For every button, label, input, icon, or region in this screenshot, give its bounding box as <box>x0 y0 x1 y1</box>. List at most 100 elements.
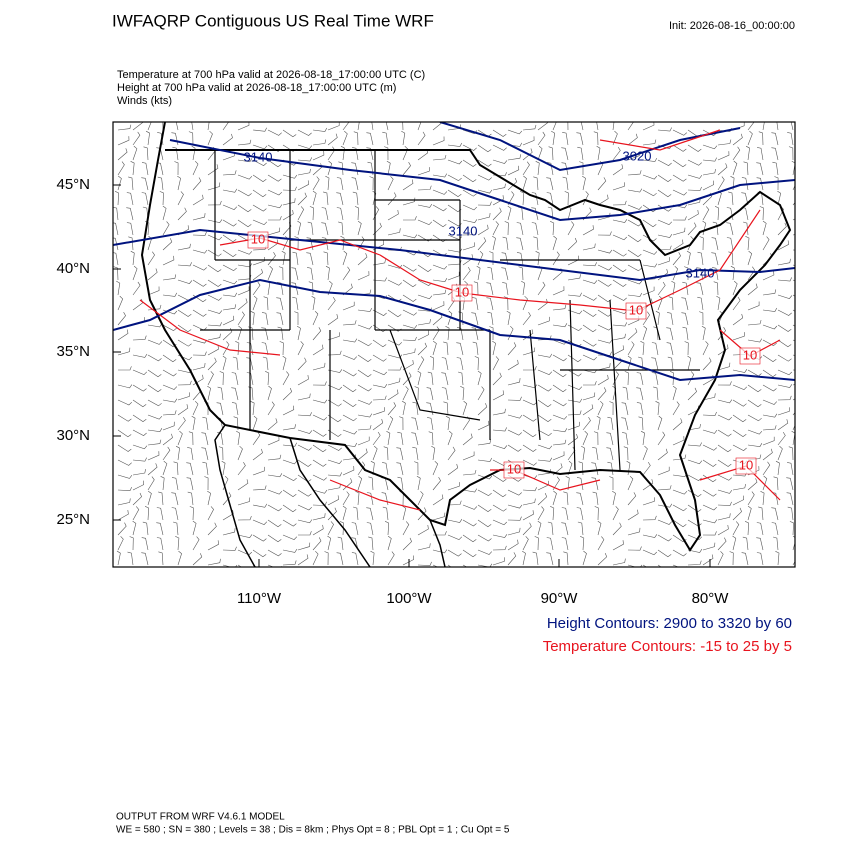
wind-barb <box>747 443 763 448</box>
wind-barb <box>537 281 546 296</box>
wind-barb <box>579 161 584 175</box>
wind-barb <box>762 425 777 431</box>
wind-barb <box>762 324 778 330</box>
wind-barb <box>237 298 248 311</box>
wind-barb <box>327 384 343 391</box>
wind-barb <box>657 415 663 431</box>
wind-barb <box>312 414 328 421</box>
wind-barb <box>552 323 568 328</box>
wind-barb <box>447 159 463 165</box>
wind-barb <box>250 311 255 326</box>
wind-barb <box>417 203 433 208</box>
wind-barb <box>657 534 672 542</box>
wind-barb <box>177 392 190 401</box>
wind-barb <box>385 122 389 131</box>
wind-barb <box>282 504 297 513</box>
wind-barb <box>492 444 508 449</box>
wind-barb <box>627 492 637 506</box>
wind-barb <box>432 512 446 521</box>
wind-barb <box>342 465 355 476</box>
wind-barb <box>323 191 329 206</box>
wind-barb <box>417 524 429 536</box>
wind-barb <box>297 129 312 136</box>
wind-barb <box>477 174 492 181</box>
wind-barb <box>267 436 280 446</box>
wind-barb <box>387 339 403 346</box>
wind-barb <box>548 146 554 161</box>
wind-barb <box>522 429 537 438</box>
wind-barb <box>357 354 372 362</box>
wind-barb <box>729 551 734 566</box>
wind-barb <box>312 176 320 191</box>
wind-barb <box>747 414 762 422</box>
wind-barb <box>372 258 386 266</box>
wind-barb <box>762 475 768 491</box>
wind-barb <box>701 325 706 341</box>
wind-barb <box>175 445 180 461</box>
wind-barb <box>432 189 448 195</box>
wind-barb <box>672 385 677 401</box>
wind-barb <box>262 356 269 371</box>
wind-barb <box>357 369 372 378</box>
wind-barb <box>117 474 133 479</box>
wind-barb <box>606 447 614 461</box>
wind-barb <box>237 515 252 521</box>
wind-barb <box>771 147 779 161</box>
wind-barb <box>297 375 309 386</box>
wind-barb <box>672 454 687 461</box>
wind-barb <box>567 324 582 332</box>
wind-barb <box>762 448 773 461</box>
wind-barb <box>552 354 567 362</box>
wind-barb <box>657 519 673 525</box>
wind-barb <box>640 430 645 446</box>
wind-barb <box>162 221 170 236</box>
wind-barb <box>638 416 644 431</box>
wind-barb <box>777 354 792 362</box>
wind-barb <box>267 385 272 401</box>
wind-barb <box>717 163 728 176</box>
wind-barb <box>732 369 748 373</box>
wind-barb <box>597 231 612 236</box>
wind-barb <box>582 381 597 386</box>
wind-barb <box>113 237 119 251</box>
wind-barb <box>207 122 210 131</box>
wind-barb <box>787 506 794 521</box>
wind-barb <box>118 366 132 371</box>
wind-barb <box>147 251 155 266</box>
wind-barb <box>473 281 479 296</box>
wind-barb <box>382 506 389 521</box>
wind-barb <box>789 521 794 536</box>
wind-barb <box>372 309 387 316</box>
wind-barb <box>177 243 191 251</box>
wind-barb <box>357 307 373 312</box>
lat-label: 35°N <box>56 343 90 360</box>
wind-barb <box>582 309 597 317</box>
wind-barb <box>552 399 567 407</box>
wind-barb <box>306 237 314 251</box>
wind-barb <box>207 522 217 536</box>
wind-barb <box>537 414 552 422</box>
wind-barb <box>173 521 179 536</box>
wind-barb <box>338 221 344 236</box>
wind-barb <box>372 384 388 388</box>
wind-barb <box>353 506 359 521</box>
wind-barb <box>728 251 734 266</box>
wind-barb <box>207 182 221 191</box>
wind-barb <box>777 339 792 348</box>
wind-barb <box>492 534 508 538</box>
wind-barb <box>267 189 283 196</box>
wind-barb <box>250 401 255 416</box>
wind-barb <box>312 444 327 453</box>
wind-barb <box>207 130 213 146</box>
wind-barb <box>387 377 401 386</box>
wind-barb <box>357 339 372 347</box>
height-contour-label: 3140 <box>686 265 715 280</box>
wind-barb <box>342 399 357 407</box>
wind-barb <box>477 224 489 236</box>
wind-barb <box>547 206 554 221</box>
title: IWFAQRP Contiguous US Real Time WRF <box>112 11 434 30</box>
wind-barb <box>402 264 417 272</box>
wind-barb <box>411 432 419 446</box>
wind-barb <box>117 175 122 191</box>
wind-barb <box>627 509 639 521</box>
